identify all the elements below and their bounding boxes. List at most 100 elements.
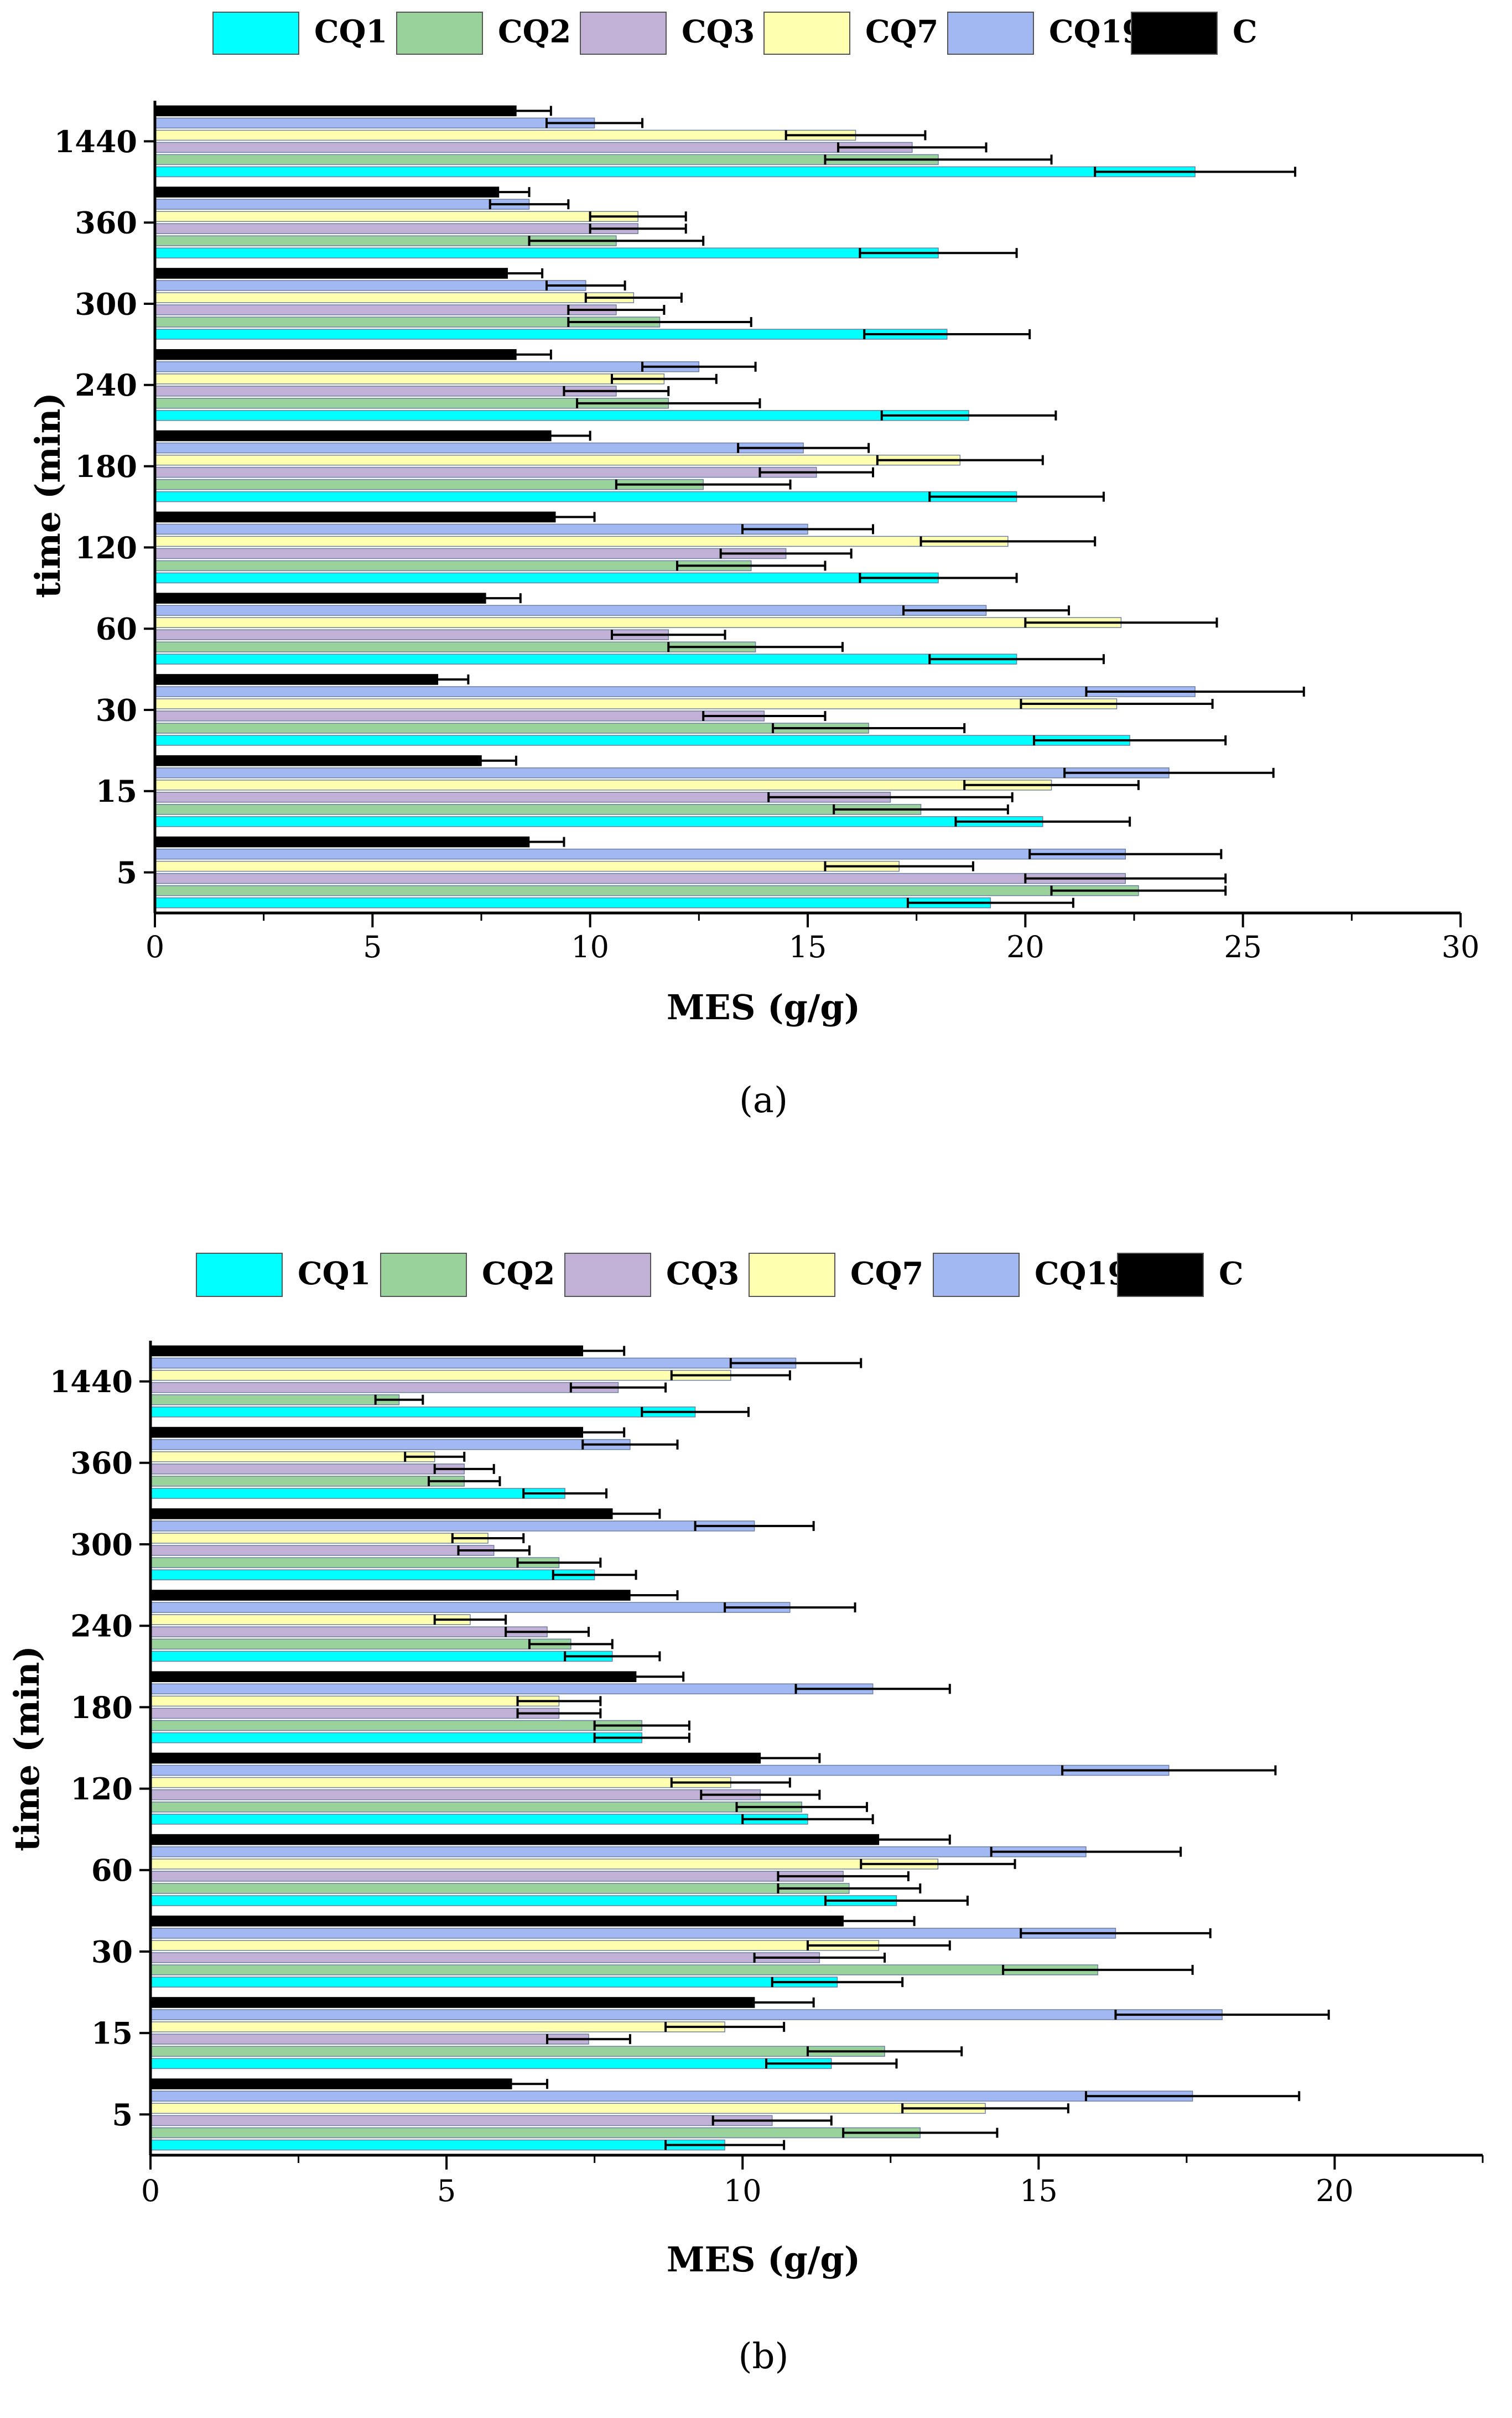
error-bar-cq2-60-a xyxy=(667,642,844,652)
legend-swatch-c xyxy=(1117,1253,1204,1297)
bar-cq7-360-a xyxy=(154,211,638,222)
bar-cq19-180-a xyxy=(154,442,804,454)
error-bar-cq2-360-b xyxy=(428,1476,501,1486)
error-bar-cq2-30-b xyxy=(1002,1965,1194,1975)
error-bar-cq7-180-b xyxy=(516,1696,602,1706)
error-bar-cq1-360-b xyxy=(522,1488,608,1498)
bar-cq19-240-b xyxy=(150,1602,791,1613)
bar-cq1-30-a xyxy=(154,735,1130,746)
error-bar-c-120-b xyxy=(700,1753,821,1763)
bar-cq1-360-a xyxy=(154,247,939,259)
error-bar-cq1-1440-a xyxy=(1094,167,1297,177)
error-bar-cq3-360-a xyxy=(589,224,687,234)
error-bar-c-1440-b xyxy=(540,1346,626,1356)
error-bar-cq19-240-b xyxy=(724,1602,856,1613)
bar-cq7-120-b xyxy=(150,1777,731,1788)
y-tick-label-15-a: 15 xyxy=(96,774,137,809)
error-bar-cq19-180-b xyxy=(794,1684,951,1694)
error-bar-cq1-240-a xyxy=(880,410,1057,421)
legend-label-cq1: CQ1 xyxy=(314,14,387,50)
error-bar-cq19-5-b xyxy=(1084,2091,1301,2102)
error-bar-cq7-360-b xyxy=(404,1451,466,1462)
bar-cq3-180-b xyxy=(150,1708,560,1719)
y-tick-label-5-a: 5 xyxy=(116,855,137,890)
error-bar-cq19-360-a xyxy=(489,199,570,210)
legend-swatch-cq19 xyxy=(947,12,1034,55)
bar-c-120-a xyxy=(154,511,556,523)
bar-cq3-300-b xyxy=(150,1545,495,1556)
bar-cq19-60-a xyxy=(154,605,987,616)
bar-cq7-60-a xyxy=(154,617,1122,628)
bar-cq2-30-a xyxy=(154,723,869,734)
bar-cq19-30-a xyxy=(154,686,1196,697)
error-bar-cq3-60-b xyxy=(777,1871,910,1881)
error-bar-cq1-15-b xyxy=(765,2058,898,2069)
y-tick-label-5-b: 5 xyxy=(112,2097,133,2132)
error-bar-cq1-60-a xyxy=(928,654,1105,665)
error-bar-cq1-30-a xyxy=(1033,735,1227,746)
y-tick-label-300-b: 300 xyxy=(70,1527,133,1562)
error-bar-cq3-360-b xyxy=(433,1464,495,1474)
bar-cq1-120-b xyxy=(150,1813,808,1825)
legend-swatch-cq1 xyxy=(212,12,299,55)
error-bar-cq1-15-a xyxy=(954,816,1131,827)
legend-b: CQ1 CQ2 CQ3 CQ7 CQ19 C xyxy=(196,1253,1244,1297)
bar-cq2-180-b xyxy=(150,1720,643,1731)
bar-cq1-240-b xyxy=(150,1651,613,1662)
error-bar-cq19-180-a xyxy=(737,443,870,453)
error-bar-cq2-60-b xyxy=(777,1883,922,1893)
legend-swatch-cq3 xyxy=(564,1253,651,1297)
bar-cq3-120-b xyxy=(150,1789,761,1800)
bar-cq3-1440-a xyxy=(154,142,913,153)
error-bar-cq2-30-a xyxy=(772,723,966,734)
error-bar-cq2-180-a xyxy=(615,479,792,490)
error-bar-cq19-1440-a xyxy=(545,118,644,128)
error-bar-cq1-1440-b xyxy=(641,1407,750,1417)
error-bar-c-15-b xyxy=(694,1997,815,2007)
bar-cq3-240-a xyxy=(154,386,617,397)
bar-cq7-360-b xyxy=(150,1451,435,1462)
error-bar-cq3-60-a xyxy=(611,630,726,640)
bar-cq1-120-a xyxy=(154,572,939,584)
bars-b xyxy=(150,1345,1330,2151)
error-bar-cq3-120-a xyxy=(719,548,853,559)
error-bar-c-30-a xyxy=(406,674,470,684)
error-bar-cq3-5-b xyxy=(711,2115,833,2126)
bar-cq7-30-b xyxy=(150,1940,880,1951)
axes-a: 0 5 10 15 20 25 30 5 15 30 60 120 180 240 300 360 1440 xyxy=(54,101,1479,964)
bar-cq2-30-b xyxy=(150,1964,1099,1975)
x-tick-label-a: 5 xyxy=(363,930,382,964)
error-bar-cq2-5-b xyxy=(842,2128,999,2138)
legend-swatch-cq3 xyxy=(580,12,667,55)
error-bar-cq7-1440-b xyxy=(670,1370,791,1381)
error-bar-cq1-120-b xyxy=(741,1814,874,1824)
x-tick-label-a: 20 xyxy=(1006,930,1045,964)
error-bar-cq1-5-a xyxy=(906,897,1074,908)
bar-cq19-1440-a xyxy=(154,117,595,129)
bar-cq19-120-b xyxy=(150,1765,1170,1776)
bar-c-5-b xyxy=(150,2078,512,2090)
error-bar-cq1-360-a xyxy=(859,248,1018,258)
error-bar-cq19-360-b xyxy=(581,1439,679,1450)
error-bar-c-5-b xyxy=(475,2079,549,2089)
error-bar-cq7-120-b xyxy=(670,1777,791,1788)
bar-cq7-5-a xyxy=(154,860,900,872)
error-bar-c-240-a xyxy=(480,349,552,360)
bar-cq1-1440-b xyxy=(150,1406,696,1418)
error-bar-cq3-300-a xyxy=(567,305,666,315)
error-bar-cq1-30-b xyxy=(771,1977,904,1988)
error-bar-cq7-300-a xyxy=(584,292,683,303)
error-bar-cq3-15-b xyxy=(546,2034,631,2045)
bar-cq3-360-b xyxy=(150,1464,465,1475)
bar-c-15-b xyxy=(150,1997,755,2008)
bar-cq2-360-b xyxy=(150,1476,465,1487)
legend-label-cq3: CQ3 xyxy=(682,14,755,50)
bar-cq7-180-a xyxy=(154,454,961,466)
error-bar-cq2-180-b xyxy=(593,1720,690,1731)
error-bar-cq1-180-a xyxy=(928,491,1105,502)
bar-cq2-1440-a xyxy=(154,154,939,165)
panel-a: CQ1 CQ2 CQ3 CQ7 CQ19 C 0 5 10 15 20 25 30 5 15 30 60 120… xyxy=(28,12,1479,1121)
legend-a: CQ1 CQ2 CQ3 CQ7 CQ19 C xyxy=(212,12,1258,55)
error-bar-cq7-30-b xyxy=(806,1940,951,1950)
